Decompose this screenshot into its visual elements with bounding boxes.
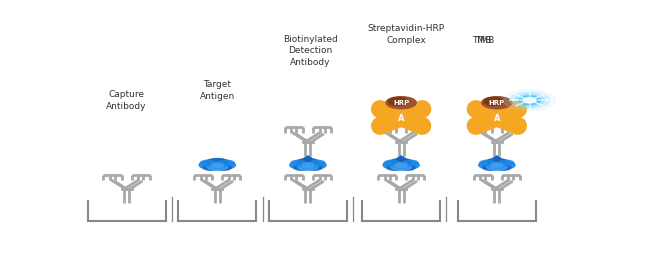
Text: A: A bbox=[398, 114, 404, 123]
Ellipse shape bbox=[302, 163, 314, 167]
Ellipse shape bbox=[487, 159, 507, 165]
Circle shape bbox=[523, 98, 536, 103]
Circle shape bbox=[484, 98, 504, 105]
Ellipse shape bbox=[495, 165, 511, 170]
Ellipse shape bbox=[298, 164, 318, 170]
Ellipse shape bbox=[482, 159, 512, 168]
Ellipse shape bbox=[478, 161, 497, 169]
Ellipse shape bbox=[491, 163, 503, 167]
Ellipse shape bbox=[384, 160, 398, 166]
Polygon shape bbox=[493, 156, 501, 161]
Ellipse shape bbox=[480, 160, 494, 166]
Ellipse shape bbox=[483, 165, 499, 170]
Ellipse shape bbox=[308, 161, 326, 169]
Ellipse shape bbox=[391, 159, 411, 165]
Ellipse shape bbox=[203, 165, 219, 170]
Text: TMB: TMB bbox=[472, 36, 491, 45]
Ellipse shape bbox=[383, 161, 401, 169]
Ellipse shape bbox=[292, 159, 323, 168]
Text: HRP: HRP bbox=[393, 100, 410, 106]
Ellipse shape bbox=[290, 161, 308, 169]
Circle shape bbox=[503, 90, 556, 111]
Ellipse shape bbox=[500, 160, 514, 166]
Ellipse shape bbox=[311, 160, 325, 166]
Text: HRP: HRP bbox=[489, 100, 505, 106]
Text: Target
Antigen: Target Antigen bbox=[200, 80, 235, 101]
Ellipse shape bbox=[391, 164, 411, 170]
Text: Capture
Antibody: Capture Antibody bbox=[107, 90, 147, 111]
Ellipse shape bbox=[294, 165, 310, 170]
Circle shape bbox=[488, 114, 506, 121]
Ellipse shape bbox=[487, 164, 507, 170]
Ellipse shape bbox=[401, 161, 419, 169]
Ellipse shape bbox=[199, 161, 217, 169]
Polygon shape bbox=[304, 156, 312, 161]
Circle shape bbox=[510, 92, 550, 108]
Ellipse shape bbox=[298, 159, 318, 165]
Circle shape bbox=[519, 96, 541, 105]
Ellipse shape bbox=[386, 159, 416, 168]
Ellipse shape bbox=[395, 163, 407, 167]
Circle shape bbox=[482, 97, 512, 109]
Text: Biotinylated
Detection
Antibody: Biotinylated Detection Antibody bbox=[283, 35, 338, 67]
Ellipse shape bbox=[202, 159, 233, 168]
Ellipse shape bbox=[387, 165, 403, 170]
Ellipse shape bbox=[207, 159, 227, 165]
Circle shape bbox=[515, 94, 545, 106]
Ellipse shape bbox=[207, 164, 227, 170]
Ellipse shape bbox=[217, 161, 235, 169]
Text: Streptavidin-HRP
Complex: Streptavidin-HRP Complex bbox=[368, 24, 445, 45]
Text: A: A bbox=[493, 114, 500, 123]
Circle shape bbox=[386, 97, 416, 109]
Ellipse shape bbox=[291, 160, 305, 166]
Ellipse shape bbox=[200, 160, 214, 166]
Text: TMB: TMB bbox=[474, 36, 494, 45]
Ellipse shape bbox=[404, 160, 418, 166]
Ellipse shape bbox=[215, 165, 231, 170]
Ellipse shape bbox=[306, 165, 322, 170]
Ellipse shape bbox=[399, 165, 415, 170]
Ellipse shape bbox=[220, 160, 235, 166]
Ellipse shape bbox=[497, 161, 515, 169]
Ellipse shape bbox=[211, 163, 224, 167]
Polygon shape bbox=[397, 156, 406, 161]
Circle shape bbox=[388, 98, 408, 105]
Circle shape bbox=[392, 114, 410, 121]
